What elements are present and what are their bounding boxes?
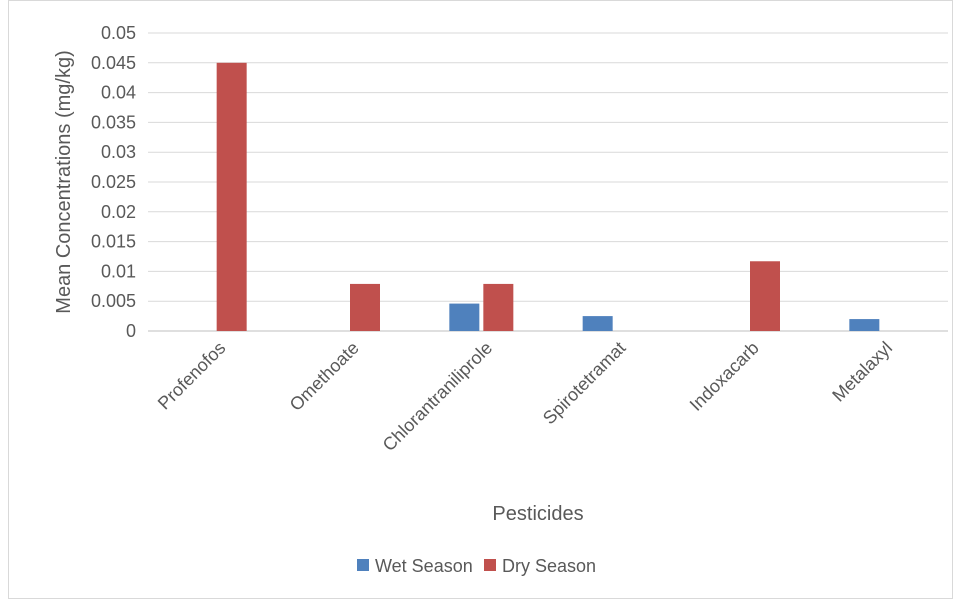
y-tick-label: 0.02	[101, 202, 136, 222]
bar-wet-season-chlorantraniliprole	[449, 303, 480, 331]
bar-wet-season-spirotetramat	[582, 316, 613, 331]
bars	[216, 62, 880, 332]
bar-dry-season-profenofos	[216, 62, 247, 332]
legend-swatch	[484, 559, 496, 571]
y-tick-label: 0	[126, 321, 136, 341]
y-tick-label: 0.04	[101, 83, 136, 103]
gridlines	[148, 32, 948, 332]
legend-label: Wet Season	[375, 556, 473, 576]
y-tick-label: 0.035	[91, 112, 136, 132]
y-tick-label: 0.05	[101, 23, 136, 43]
bar-dry-season-indoxacarb	[750, 261, 780, 331]
y-tick-label: 0.045	[91, 53, 136, 73]
bar-dry-season-chlorantraniliprole	[483, 283, 514, 331]
x-axis-label: Pesticides	[492, 503, 583, 525]
legend-label: Dry Season	[502, 556, 596, 576]
y-tick-label: 0.01	[101, 261, 136, 281]
y-axis-label: Mean Concentrations (mg/kg)	[53, 50, 75, 313]
chart-border	[8, 0, 953, 599]
y-tick-label: 0.03	[101, 142, 136, 162]
y-tick-label: 0.015	[91, 232, 136, 252]
legend: Wet Season Dry Season	[357, 556, 596, 576]
y-tick-label: 0.025	[91, 172, 136, 192]
y-tick-labels: 0 0.005 0.01 0.015 0.02 0.025 0.03 0.035 0.04 0.0…	[91, 23, 136, 341]
y-tick-label: 0.005	[91, 291, 136, 311]
bar-dry-season-omethoate	[350, 283, 380, 331]
bar-wet-season-metalaxyl	[849, 319, 880, 331]
legend-swatch	[357, 559, 369, 571]
